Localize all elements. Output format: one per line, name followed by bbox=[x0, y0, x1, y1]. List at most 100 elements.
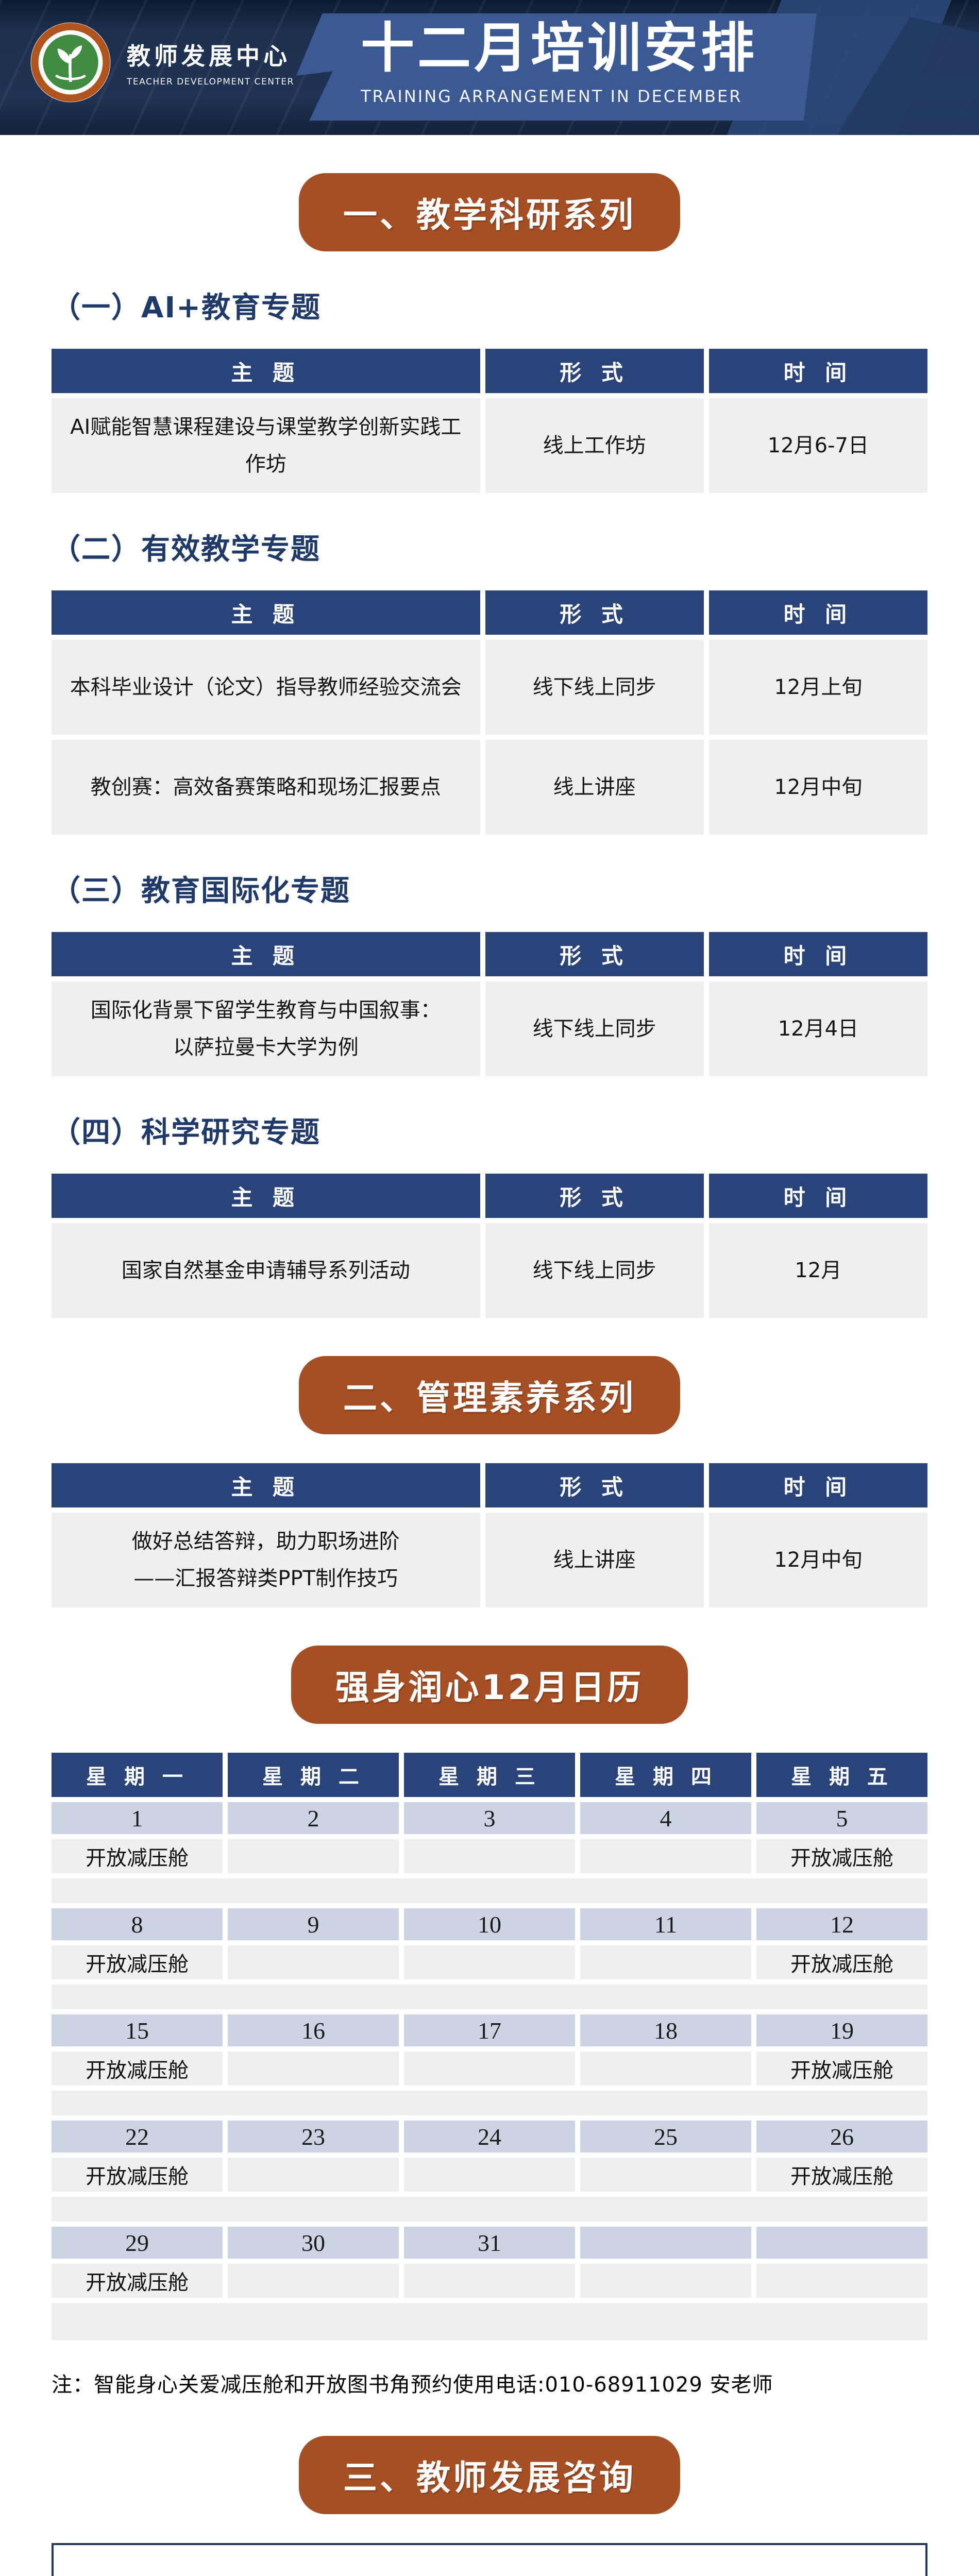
column-header-topic: 主 题 bbox=[52, 1463, 480, 1507]
calendar-event: 开放减压舱 bbox=[52, 2264, 223, 2298]
calendar-date: 25 bbox=[580, 2121, 751, 2153]
weekday-header-monday: 星 期 一 bbox=[52, 1753, 223, 1797]
section-banner-management: 二、管理素养系列 bbox=[299, 1356, 680, 1434]
calendar-event bbox=[580, 2158, 751, 2192]
column-header-format: 形 式 bbox=[485, 932, 704, 976]
subheading-internationalization: （三）教育国际化专题 bbox=[52, 874, 350, 908]
cell-topic: 做好总结答辩，助力职场进阶 ——汇报答辩类PPT制作技巧 bbox=[52, 1513, 480, 1607]
cell-time: 12月 bbox=[708, 1223, 927, 1318]
column-header-format: 形 式 bbox=[485, 349, 704, 393]
consulting-text: 教师发展中心汇聚教学名师和专家，提供针对课堂教学、教改项目、教学竞赛、教学研究、… bbox=[83, 2570, 730, 2576]
calendar-event bbox=[404, 1839, 575, 1873]
calendar-date: 10 bbox=[404, 1908, 575, 1940]
subheading-ai-education: （一）AI+教育专题 bbox=[52, 291, 322, 325]
calendar-date: 30 bbox=[228, 2227, 399, 2259]
column-header-time: 时 间 bbox=[708, 1463, 927, 1507]
column-header-time: 时 间 bbox=[708, 932, 927, 976]
calendar-date: 22 bbox=[52, 2121, 223, 2153]
brand-block: 教师发展中心 TEACHER DEVELOPMENT CENTER bbox=[30, 22, 294, 103]
calendar-event bbox=[756, 2264, 927, 2298]
cell-time: 12月上旬 bbox=[708, 640, 927, 735]
section-banner-consulting: 三、教师发展咨询 bbox=[299, 2436, 680, 2514]
org-name-en: TEACHER DEVELOPMENT CENTER bbox=[127, 77, 294, 87]
cell-topic: 教创赛：高效备赛策略和现场汇报要点 bbox=[52, 740, 480, 835]
calendar-date: 15 bbox=[52, 2014, 223, 2046]
cell-format: 线下线上同步 bbox=[485, 1223, 704, 1318]
calendar-date: 4 bbox=[580, 1802, 751, 1834]
calendar-date: 3 bbox=[404, 1802, 575, 1834]
section-banner-calendar: 强身润心12月日历 bbox=[291, 1646, 688, 1724]
calendar-event bbox=[580, 2052, 751, 2086]
calendar-event: 开放减压舱 bbox=[52, 2052, 223, 2086]
schedule-table-ai: 主 题 形 式 时 间 AI赋能智慧课程建设与课堂教学创新实践工作坊 线上工作坊… bbox=[52, 349, 927, 493]
calendar-date: 26 bbox=[756, 2121, 927, 2153]
weekday-header-thursday: 星 期 四 bbox=[580, 1753, 751, 1797]
cell-format: 线下线上同步 bbox=[485, 981, 704, 1076]
calendar-date: 17 bbox=[404, 2014, 575, 2046]
calendar-note: 注：智能身心关爱减压舱和开放图书角预约使用电话:010-68911029 安老师 bbox=[52, 2373, 773, 2397]
subheading-science-research: （四）科学研究专题 bbox=[52, 1116, 320, 1149]
column-header-time: 时 间 bbox=[708, 590, 927, 635]
column-header-topic: 主 题 bbox=[52, 932, 480, 976]
calendar-event bbox=[580, 1839, 751, 1873]
calendar-date bbox=[580, 2227, 751, 2259]
calendar-date: 12 bbox=[756, 1908, 927, 1940]
calendar-event: 开放减压舱 bbox=[756, 1945, 927, 1979]
cell-time: 12月中旬 bbox=[708, 1513, 927, 1607]
subheading-effective-teaching: （二）有效教学专题 bbox=[52, 533, 320, 566]
column-header-format: 形 式 bbox=[485, 1174, 704, 1218]
column-header-topic: 主 题 bbox=[52, 1174, 480, 1218]
cell-format: 线上讲座 bbox=[485, 740, 704, 835]
column-header-time: 时 间 bbox=[708, 349, 927, 393]
calendar-event bbox=[228, 2158, 399, 2192]
calendar-event bbox=[228, 1839, 399, 1873]
column-header-topic: 主 题 bbox=[52, 590, 480, 635]
calendar-event bbox=[404, 2158, 575, 2192]
cell-time: 12月6-7日 bbox=[708, 398, 927, 493]
calendar-event bbox=[580, 2264, 751, 2298]
calendar-date: 23 bbox=[228, 2121, 399, 2153]
calendar-spacer-row bbox=[52, 2303, 927, 2340]
schedule-table-science: 主 题 形 式 时 间 国家自然基金申请辅导系列活动 线下线上同步 12月 bbox=[52, 1174, 927, 1318]
column-header-format: 形 式 bbox=[485, 1463, 704, 1507]
calendar-event bbox=[228, 2264, 399, 2298]
section-banner-teaching-research: 一、教学科研系列 bbox=[299, 173, 680, 251]
calendar-date: 8 bbox=[52, 1908, 223, 1940]
cell-time: 12月4日 bbox=[708, 981, 927, 1076]
calendar-date: 2 bbox=[228, 1802, 399, 1834]
calendar-spacer-row bbox=[52, 1878, 927, 1903]
calendar-event bbox=[404, 2264, 575, 2298]
calendar-spacer-row bbox=[52, 2091, 927, 2115]
calendar-event: 开放减压舱 bbox=[52, 1839, 223, 1873]
calendar-date: 24 bbox=[404, 2121, 575, 2153]
calendar-spacer-row bbox=[52, 2197, 927, 2222]
cell-time: 12月中旬 bbox=[708, 740, 927, 835]
calendar-event: 开放减压舱 bbox=[52, 1945, 223, 1979]
cell-topic: 国际化背景下留学生教育与中国叙事： 以萨拉曼卡大学为例 bbox=[52, 981, 480, 1076]
weekday-header-friday: 星 期 五 bbox=[756, 1753, 927, 1797]
calendar-event: 开放减压舱 bbox=[756, 2052, 927, 2086]
calendar-date: 11 bbox=[580, 1908, 751, 1940]
cell-topic: 本科毕业设计（论文）指导教师经验交流会 bbox=[52, 640, 480, 735]
calendar-event bbox=[228, 2052, 399, 2086]
calendar-date: 16 bbox=[228, 2014, 399, 2046]
calendar-date bbox=[756, 2227, 927, 2259]
calendar-event bbox=[228, 1945, 399, 1979]
column-header-time: 时 间 bbox=[708, 1174, 927, 1218]
weekday-header-wednesday: 星 期 三 bbox=[404, 1753, 575, 1797]
calendar-date: 31 bbox=[404, 2227, 575, 2259]
calendar-event bbox=[580, 1945, 751, 1979]
calendar-event: 开放减压舱 bbox=[756, 2158, 927, 2192]
page-subtitle: TRAINING ARRANGEMENT IN DECEMBER bbox=[361, 86, 742, 106]
calendar-date: 29 bbox=[52, 2227, 223, 2259]
cell-topic: AI赋能智慧课程建设与课堂教学创新实践工作坊 bbox=[52, 398, 480, 493]
december-calendar: 星 期 一 星 期 二 星 期 三 星 期 四 星 期 五 1 2 3 4 5 … bbox=[52, 1753, 927, 2340]
weekday-header-tuesday: 星 期 二 bbox=[228, 1753, 399, 1797]
calendar-event: 开放减压舱 bbox=[756, 1839, 927, 1873]
cell-topic: 国家自然基金申请辅导系列活动 bbox=[52, 1223, 480, 1318]
org-name-zh: 教师发展中心 bbox=[127, 42, 291, 70]
cell-format: 线下线上同步 bbox=[485, 640, 704, 735]
cell-format: 线上讲座 bbox=[485, 1513, 704, 1607]
consulting-box: 教师发展中心汇聚教学名师和专家，提供针对课堂教学、教改项目、教学竞赛、教学研究、… bbox=[52, 2543, 927, 2576]
calendar-event bbox=[404, 1945, 575, 1979]
